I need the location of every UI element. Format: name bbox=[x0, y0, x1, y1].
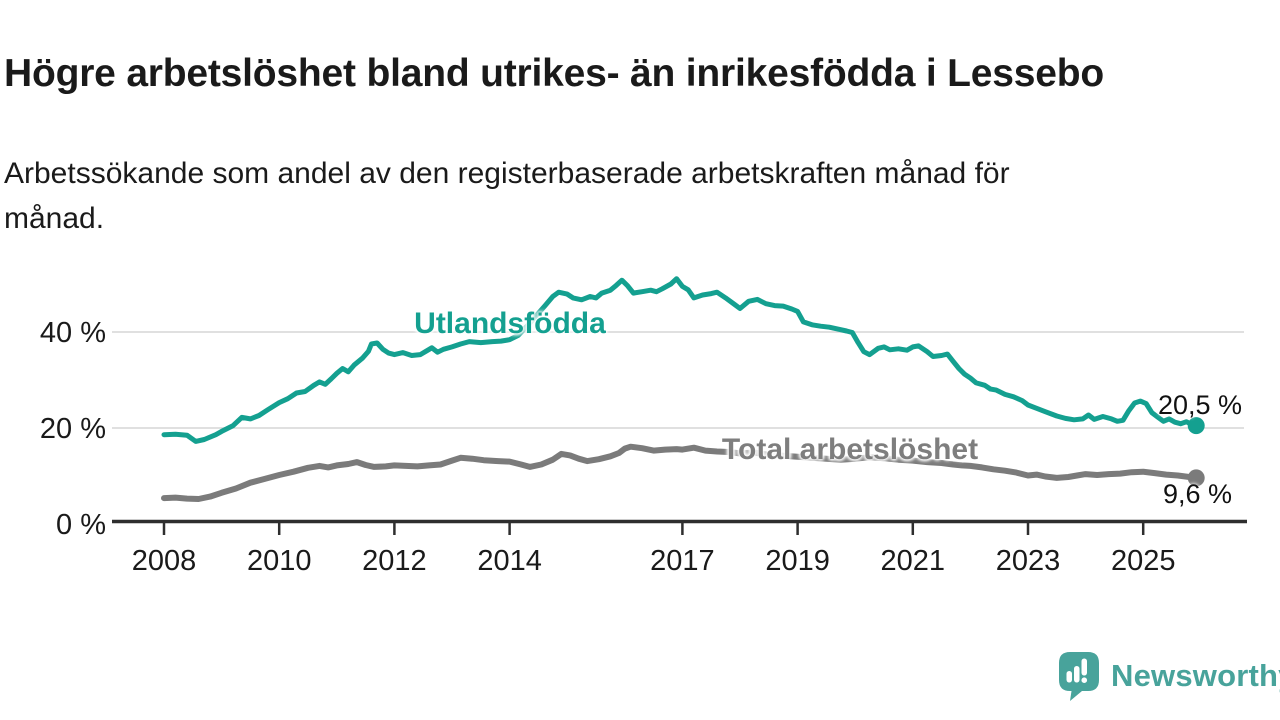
x-tick-label: 2012 bbox=[362, 545, 427, 577]
x-tick-label: 2014 bbox=[477, 545, 542, 577]
newsworthy-logo-text: Newsworthy bbox=[1111, 658, 1280, 693]
end-value-utlandsfodda: 20,5 % bbox=[1158, 390, 1243, 420]
series-label-utlandsfodda: Utlandsfödda bbox=[414, 307, 606, 340]
y-tick-label: 20 % bbox=[40, 413, 106, 445]
x-tick-label: 2010 bbox=[247, 545, 312, 577]
x-tick-label: 2019 bbox=[765, 545, 830, 577]
x-tick-label: 2017 bbox=[650, 545, 715, 577]
newsworthy-branding: Newsworthy bbox=[1057, 650, 1280, 702]
series-line-utlandsfodda bbox=[161, 276, 1199, 444]
page-title: Högre arbetslöshet bland utrikes- än inr… bbox=[4, 52, 1104, 96]
end-value-total: 9,6 % bbox=[1163, 479, 1233, 509]
x-tick-label: 2025 bbox=[1111, 545, 1176, 577]
series-end-dot-total bbox=[1187, 469, 1205, 487]
x-tick-label: 2023 bbox=[996, 545, 1061, 577]
y-tick-label: 0 % bbox=[56, 509, 106, 541]
x-tick-label: 2008 bbox=[132, 545, 197, 577]
x-tick-label: 2021 bbox=[881, 545, 946, 577]
series-line-total bbox=[161, 443, 1200, 502]
newsworthy-logo-icon bbox=[1059, 652, 1099, 701]
chart-subtitle: Arbetssökande som andel av den registerb… bbox=[4, 157, 1010, 235]
y-tick-label: 40 % bbox=[40, 317, 106, 349]
series-label-total: Total arbetslöshet bbox=[721, 433, 979, 466]
series-end-dot-utlandsfodda bbox=[1187, 417, 1205, 435]
